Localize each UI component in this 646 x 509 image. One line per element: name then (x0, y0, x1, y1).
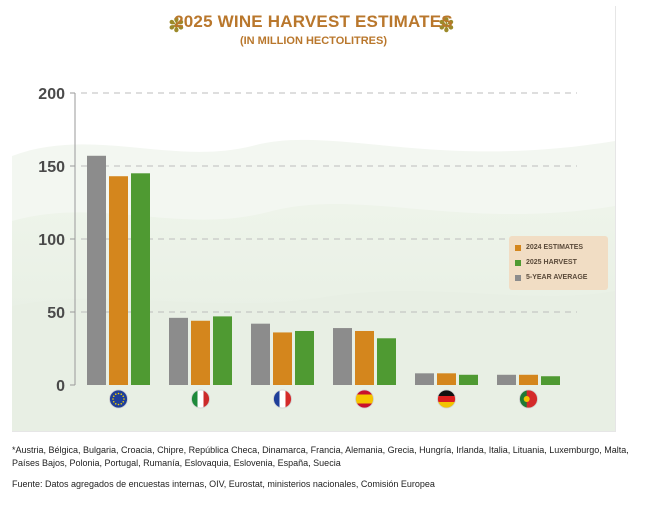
france-flag-icon (273, 389, 292, 409)
bar-spain-0 (333, 328, 352, 385)
italy-flag-icon (191, 389, 210, 409)
legend-item-2024: 2024 ESTIMATES (515, 244, 583, 251)
bar-chart: 0 50 100 150 200 (12, 86, 615, 431)
bar-germany-0 (415, 373, 434, 385)
y-axis: 0 50 100 150 200 (38, 86, 76, 395)
bar-italy-0 (169, 317, 188, 385)
y-tick-label: 100 (38, 232, 65, 249)
bar-italy-2 (213, 316, 232, 385)
legend-label-2025: 2025 HARVEST (526, 259, 577, 266)
chart-panel: ✽ ✽ 2025 WINE HARVEST ESTIMATES (IN MILL… (12, 6, 616, 432)
bar-portugal-0 (497, 374, 516, 385)
chart-title: 2025 WINE HARVEST ESTIMATES (174, 12, 453, 31)
bar-eu-1 (109, 176, 128, 385)
footnote-countries: *Austria, Bélgica, Bulgaria, Croacia, Ch… (12, 445, 629, 468)
bars (87, 155, 560, 385)
legend-label-2024: 2024 ESTIMATES (526, 244, 584, 251)
y-tick-label: 150 (38, 159, 65, 176)
spain-flag-icon (355, 389, 374, 409)
footnote-source: Fuente: Datos agregados de encuestas int… (12, 479, 435, 489)
portugal-flag-icon (519, 389, 538, 409)
y-tick-label: 50 (47, 305, 65, 322)
category-flags (109, 389, 538, 409)
legend-label-5yr: 5-YEAR AVERAGE (526, 274, 588, 281)
chart-subtitle: (IN MILLION HECTOLITRES) (239, 35, 388, 47)
bar-germany-1 (437, 373, 456, 385)
legend-item-2025: 2025 HARVEST (515, 259, 577, 266)
chart-legend: 2024 ESTIMATES 2025 HARVEST 5-YEAR AVERA… (509, 236, 608, 290)
legend-swatch-5yr (515, 274, 521, 281)
y-tick-label: 200 (38, 86, 65, 103)
bar-spain-2 (377, 338, 396, 385)
bar-france-1 (273, 332, 292, 385)
bar-eu-0 (87, 155, 106, 385)
germany-flag-icon (437, 389, 456, 409)
grid-lines (81, 92, 577, 313)
chart-header: 2025 WINE HARVEST ESTIMATES (IN MILLION … (12, 12, 615, 47)
bar-france-2 (295, 330, 314, 385)
bar-portugal-2 (541, 376, 560, 385)
legend-swatch-2025 (515, 259, 521, 266)
bar-italy-1 (191, 320, 210, 385)
legend-item-5yr: 5-YEAR AVERAGE (515, 274, 587, 281)
bar-spain-1 (355, 330, 374, 385)
bar-germany-2 (459, 374, 478, 385)
bar-france-0 (251, 323, 270, 385)
eu-flag-icon (109, 389, 128, 409)
left-ornament-icon: ✽ (168, 15, 185, 37)
bar-eu-2 (131, 173, 150, 385)
legend-swatch-2024 (515, 244, 521, 251)
y-tick-label: 0 (56, 378, 65, 395)
bar-portugal-1 (519, 374, 538, 385)
right-ornament-icon: ✽ (438, 15, 455, 37)
